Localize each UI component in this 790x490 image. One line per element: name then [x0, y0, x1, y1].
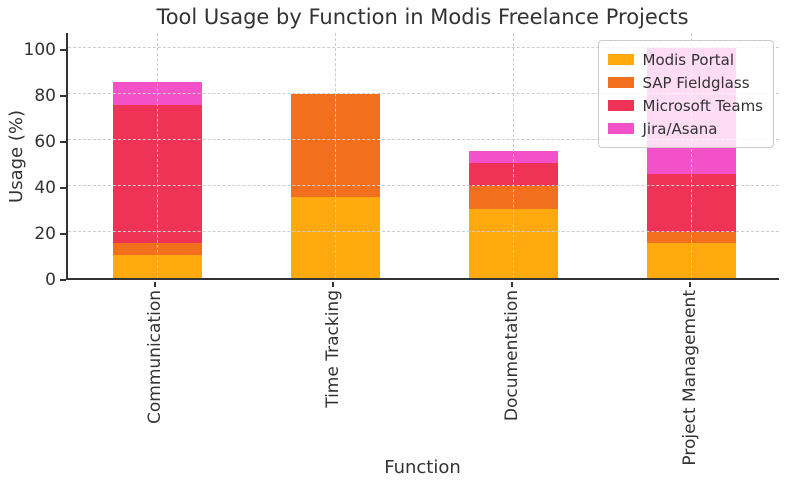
legend-item: SAP Fieldglass: [607, 71, 764, 94]
legend-swatch: [607, 123, 634, 134]
gridline-vertical: [513, 33, 515, 278]
x-tick-label: Time Tracking: [323, 290, 344, 408]
legend-item: Modis Portal: [607, 48, 764, 71]
y-tick-label: 20: [34, 223, 56, 244]
y-tick-label: 40: [34, 177, 56, 198]
y-axis-tick: [60, 140, 66, 143]
chart-title: Tool Usage by Function in Modis Freelanc…: [156, 5, 689, 29]
legend-label: Jira/Asana: [642, 119, 718, 138]
y-axis-tick: [60, 94, 66, 97]
gridline-horizontal: [68, 231, 779, 233]
x-axis-tick: [332, 282, 335, 287]
y-tick-label: 60: [34, 131, 56, 152]
y-axis-tick: [60, 279, 66, 281]
legend-label: Modis Portal: [642, 50, 735, 69]
legend-label: Microsoft Teams: [642, 96, 764, 115]
x-tick-label: Project Management: [679, 290, 700, 466]
y-tick-label: 0: [45, 270, 56, 290]
gridline-vertical: [334, 33, 336, 278]
gridline-horizontal: [68, 47, 779, 49]
gridline-horizontal: [68, 139, 779, 141]
y-tick-label: 100: [23, 39, 56, 60]
legend-item: Jira/Asana: [607, 117, 764, 140]
legend-swatch: [607, 54, 634, 65]
gridline-horizontal: [68, 185, 779, 187]
legend-label: SAP Fieldglass: [642, 73, 750, 92]
x-axis-tick: [688, 282, 691, 287]
legend-swatch: [607, 77, 634, 88]
x-axis-label: Function: [384, 457, 461, 478]
y-axis-tick: [60, 232, 66, 235]
legend-swatch: [607, 100, 634, 111]
y-axis-tick: [60, 48, 66, 51]
x-axis-tick: [154, 282, 157, 287]
y-axis-tick: [60, 186, 66, 189]
legend-item: Microsoft Teams: [607, 94, 764, 117]
gridline-vertical: [691, 33, 693, 278]
x-axis-tick: [510, 282, 513, 287]
gridline-horizontal: [68, 93, 779, 95]
x-tick-label: Communication: [145, 290, 166, 424]
x-tick-label: Documentation: [501, 290, 522, 422]
y-tick-label: 80: [34, 85, 56, 106]
legend: Modis Portal SAP Fieldglass Microsoft Team…: [597, 40, 774, 148]
gridline-vertical: [156, 33, 158, 278]
